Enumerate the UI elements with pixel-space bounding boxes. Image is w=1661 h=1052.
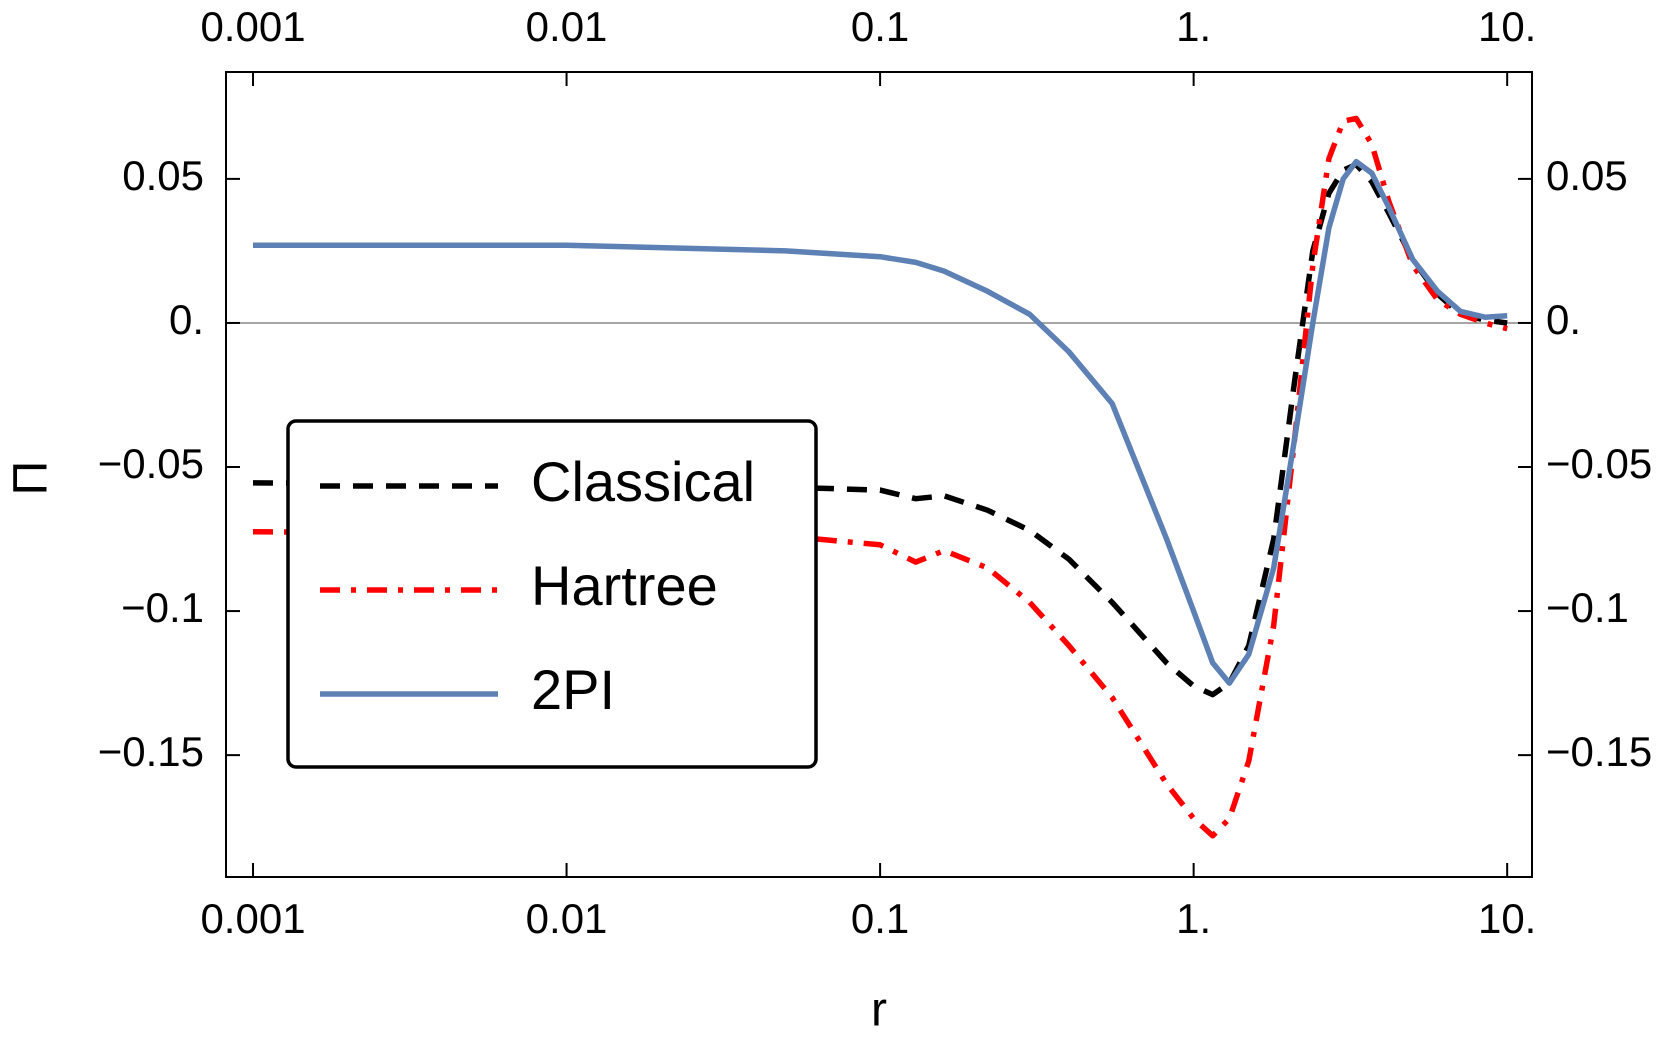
y-tick-label: −0.15 xyxy=(98,728,204,775)
legend-label: 2PI xyxy=(531,658,615,721)
y-tick-label: 0.05 xyxy=(122,152,204,199)
y-axis-title: Π xyxy=(5,461,58,496)
y-tick-label: 0. xyxy=(169,296,204,343)
x-axis-title: r xyxy=(871,984,887,1037)
y-tick-label-right: −0.05 xyxy=(1546,440,1652,487)
legend-box xyxy=(286,419,818,769)
x-tick-label-top: 0.001 xyxy=(200,3,305,50)
x-tick-label-top: 1. xyxy=(1176,3,1211,50)
plot-frame xyxy=(225,71,1533,878)
x-tick-label-top: 10. xyxy=(1478,3,1536,50)
x-tick-label: 0.01 xyxy=(526,895,608,942)
y-tick-label-right: 0. xyxy=(1546,296,1581,343)
x-tick-label: 0.1 xyxy=(851,895,909,942)
y-tick-label: −0.1 xyxy=(121,584,204,631)
y-tick-label-right: −0.15 xyxy=(1546,728,1652,775)
x-tick-label: 1. xyxy=(1176,895,1211,942)
legend-label: Hartree xyxy=(531,554,718,617)
x-tick-label: 0.001 xyxy=(200,895,305,942)
y-tick-label-right: 0.05 xyxy=(1546,152,1628,199)
series-line xyxy=(253,158,1508,686)
y-tick-label-right: −0.1 xyxy=(1546,584,1629,631)
x-tick-label-top: 0.01 xyxy=(526,3,608,50)
x-tick-label: 10. xyxy=(1478,895,1536,942)
legend: Classical Hartree 2PI xyxy=(286,419,818,769)
y-tick-label: −0.05 xyxy=(98,440,204,487)
legend-label: Classical xyxy=(531,450,755,513)
x-tick-label-top: 0.1 xyxy=(851,3,909,50)
